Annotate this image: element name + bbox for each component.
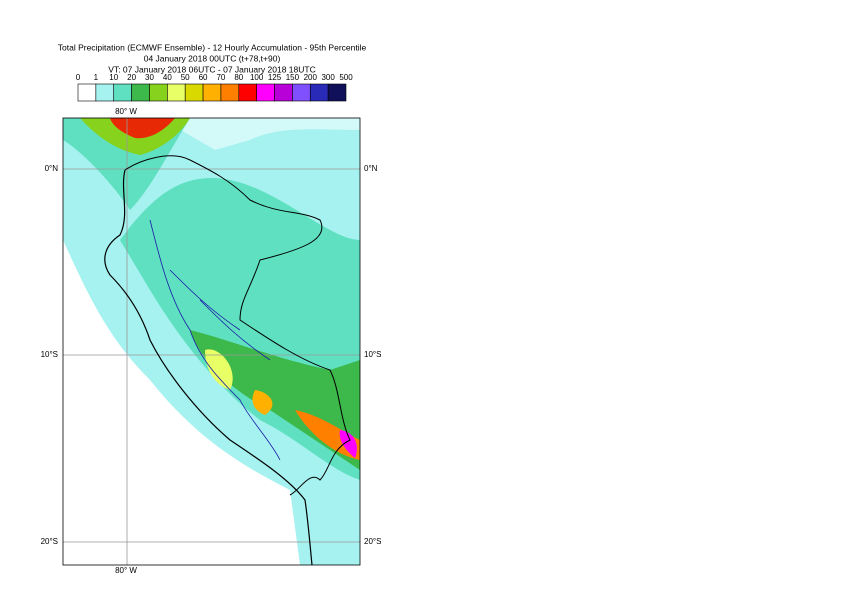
title-line: Total Precipitation (ECMWF Ensemble) - 1… [58,42,367,52]
map [63,118,360,565]
title-line: 04 January 2018 00UTC (t+78,t+90) [144,53,281,63]
colorbar-swatch [256,83,275,102]
colorbar: 0 1 10 20 30 40 50 60 70 80 100 125 150 200 300 500 [76,73,353,102]
colorbar-swatch [167,83,186,102]
colorbar-swatch [292,83,311,102]
colorbar-label: 20 [127,73,136,82]
colorbar-swatch [77,83,97,102]
colorbar-label: 200 [304,73,318,82]
colorbar-label: 100 [250,73,264,82]
lat-label: 10°S [41,350,58,359]
colorbar-swatch [202,83,222,102]
colorbar-swatch [149,83,168,102]
colorbar-swatch [95,83,115,102]
coastline [104,169,313,565]
colorbar-label: 125 [268,73,282,82]
colorbar-label: 1 [94,73,99,82]
lat-label: 20°S [41,537,58,546]
lat-label: 20°S [364,537,381,546]
colorbar-swatch [113,83,132,102]
precip-field [339,430,357,458]
colorbar-label: 150 [286,73,300,82]
colorbar-label: 80 [234,73,243,82]
title-line: VT: 07 January 2018 06UTC - 07 January 2… [108,64,315,74]
colorbar-swatch [274,83,293,102]
colorbar-swatch [131,83,150,102]
colorbar-swatch [327,83,347,102]
dry-area [160,118,360,150]
admin-border [149,219,281,461]
colorbar-swatch [309,83,329,102]
graticule [63,118,360,565]
precip-field [205,349,233,390]
precip-field [252,390,273,415]
dry-area [63,240,300,565]
title: Total Precipitation (ECMWF Ensemble) - 1… [58,42,367,74]
colorbar-label: 10 [109,73,118,82]
lat-label: 10°S [364,350,381,359]
precip-field [295,410,360,460]
lat-label: 0°N [364,164,378,173]
colorbar-label: 60 [199,73,208,82]
border [124,155,351,496]
colorbar-label: 500 [339,73,353,82]
lat-label: 0°N [45,164,59,173]
colorbar-label: 30 [145,73,154,82]
colorbar-label: 300 [321,73,335,82]
colorbar-swatch [220,83,240,102]
colorbar-label: 0 [76,73,81,82]
colorbar-label: 40 [163,73,172,82]
colorbar-label: 70 [216,73,225,82]
lon-label: 80° W [115,107,137,116]
colorbar-swatch [238,83,257,102]
colorbar-swatch [184,83,204,102]
map-labels: 80° W 80° W 0°N 0°N 10°S 10°S 20°S 20°S [41,107,382,575]
map-frame [62,117,361,566]
precip-field [110,118,175,139]
lon-label: 80° W [115,566,137,575]
colorbar-label: 50 [181,73,190,82]
